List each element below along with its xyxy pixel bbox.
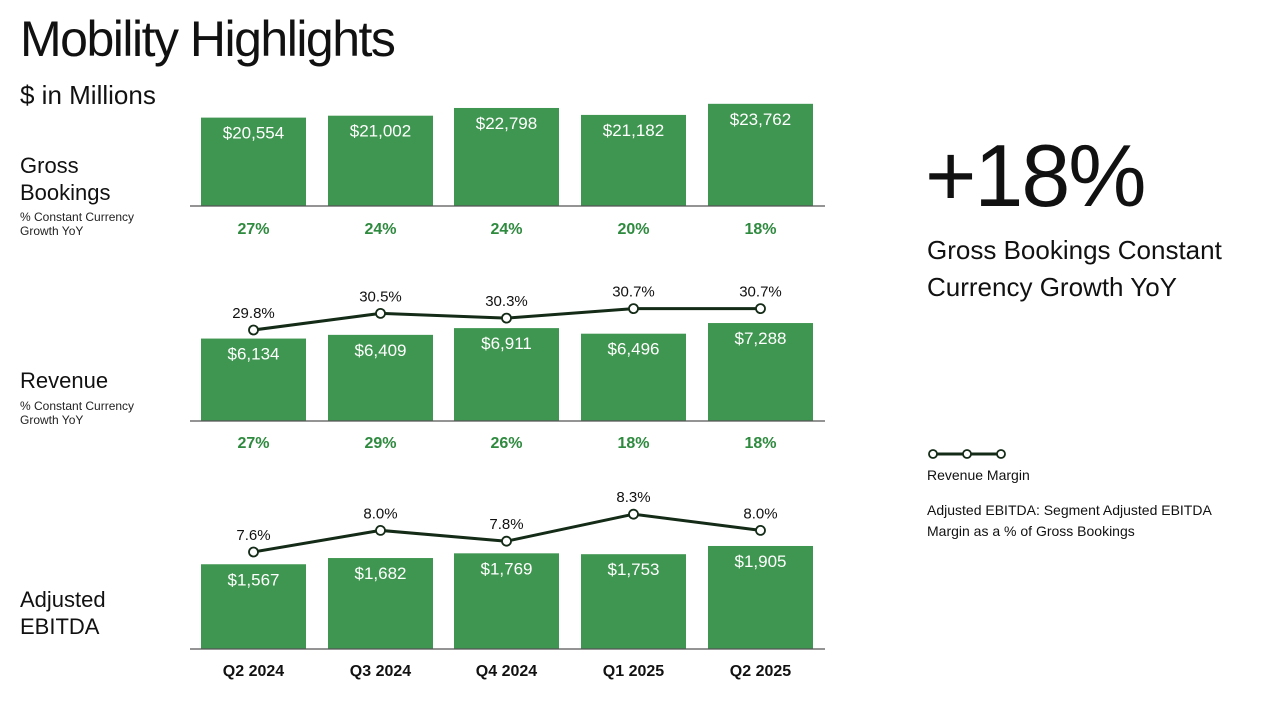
gross-bookings-label: Gross Bookings (20, 153, 111, 205)
revenue-growth-label: 27% (237, 435, 269, 452)
revenue-margin-point (755, 303, 766, 315)
revenue-margin-legend-icon (928, 449, 1006, 459)
adjusted-ebitda-label: Adjusted EBITDA (20, 587, 106, 639)
gross-bookings-growth-label: 24% (364, 221, 396, 238)
adjusted-ebitda-margin-label: 7.8% (489, 516, 523, 533)
revenue-value-label: $6,496 (608, 340, 660, 359)
page-subtitle: $ in Millions (20, 80, 156, 110)
adjusted-ebitda-bar (201, 564, 306, 649)
gross-bookings-growth-label: 20% (617, 221, 649, 238)
adjusted-ebitda-margin-point (248, 546, 259, 558)
revenue-value-label: $7,288 (735, 329, 787, 348)
adjusted-ebitda-value-label: $1,905 (735, 552, 787, 571)
adjusted-ebitda-margin-point (375, 525, 386, 536)
revenue-bar (328, 334, 433, 421)
gross-bookings-bar (708, 103, 813, 206)
gross-bookings-value-label: $22,798 (476, 114, 537, 133)
adjusted-ebitda-bar (328, 558, 433, 649)
adjusted-ebitda-margin-label: 8.0% (363, 505, 397, 522)
gross-bookings-value-label: $21,002 (350, 122, 411, 141)
gross-bookings-growth-label: 27% (237, 221, 269, 238)
adjusted-ebitda-value-label: $1,682 (355, 564, 407, 583)
ebitda-footnote: Adjusted EBITDA: Segment Adjusted EBITDA… (927, 502, 1212, 539)
revenue-growth-label: 18% (744, 435, 776, 452)
adjusted-ebitda-bar (581, 554, 686, 649)
gross-bookings-sublabel: % Constant Currency Growth YoY (20, 210, 135, 238)
adjusted-ebitda-bar (454, 553, 559, 649)
adjusted-ebitda-margin-point (501, 535, 512, 547)
adjusted-ebitda-value-label: $1,769 (481, 559, 533, 578)
x-axis-tick-label: Q2 2024 (223, 663, 284, 680)
x-axis-tick-label: Q2 2025 (730, 663, 791, 680)
gross-bookings-bar (581, 114, 686, 206)
revenue-growth-label: 26% (490, 435, 522, 452)
adjusted-ebitda-margin-point (755, 525, 766, 536)
x-axis-tick-label: Q4 2024 (476, 663, 537, 680)
page-title: Mobility Highlights (20, 11, 396, 67)
gross-bookings-bar (454, 107, 559, 206)
revenue-margin-label: 29.8% (232, 305, 275, 322)
revenue-margin-point (375, 307, 386, 319)
revenue-growth-label: 18% (617, 435, 649, 452)
revenue-value-label: $6,134 (228, 345, 280, 364)
gross-bookings-value-label: $20,554 (223, 124, 284, 143)
revenue-bar (454, 328, 559, 421)
revenue-margin-label: 30.3% (485, 293, 528, 310)
revenue-margin-label: 30.5% (359, 288, 402, 305)
revenue-growth-label: 29% (364, 435, 396, 452)
revenue-margin-point (628, 303, 639, 315)
highlights-chart: $20,554 $21,002 $22,798 $21,182 $23,762 27% 24… (190, 103, 825, 680)
gross-bookings-value-label: $23,762 (730, 110, 791, 129)
highlight-value: +18% (925, 126, 1147, 225)
adjusted-ebitda-margin-label: 8.0% (743, 505, 777, 522)
gross-bookings-value-label: $21,182 (603, 121, 664, 140)
legend-label: Revenue Margin (927, 467, 1030, 483)
adjusted-ebitda-margin-label: 7.6% (236, 527, 270, 544)
revenue-value-label: $6,911 (481, 334, 532, 353)
revenue-margin-label: 30.7% (739, 284, 782, 301)
revenue-sublabel: % Constant Currency Growth YoY (20, 399, 135, 427)
adjusted-ebitda-value-label: $1,567 (228, 570, 280, 589)
x-axis-tick-label: Q3 2024 (350, 663, 411, 680)
gross-bookings-bar (201, 117, 306, 206)
adjusted-ebitda-value-label: $1,753 (608, 560, 660, 579)
gross-bookings-bar (328, 115, 433, 206)
revenue-bar (708, 323, 813, 421)
revenue-bar (581, 333, 686, 421)
gross-bookings-growth-label: 24% (490, 221, 522, 238)
revenue-margin-point (501, 312, 512, 324)
revenue-margin-point (248, 324, 259, 336)
adjusted-ebitda-margin-label: 8.3% (616, 489, 650, 506)
revenue-margin-label: 30.7% (612, 284, 655, 301)
adjusted-ebitda-bar (708, 545, 813, 649)
revenue-value-label: $6,409 (355, 341, 407, 360)
highlight-caption: Gross Bookings Constant Currency Growth … (927, 235, 1222, 302)
revenue-label: Revenue (20, 368, 109, 393)
revenue-bar (201, 338, 306, 421)
x-axis-tick-label: Q1 2025 (603, 663, 664, 680)
adjusted-ebitda-margin-point (628, 508, 639, 520)
gross-bookings-growth-label: 18% (744, 221, 776, 238)
